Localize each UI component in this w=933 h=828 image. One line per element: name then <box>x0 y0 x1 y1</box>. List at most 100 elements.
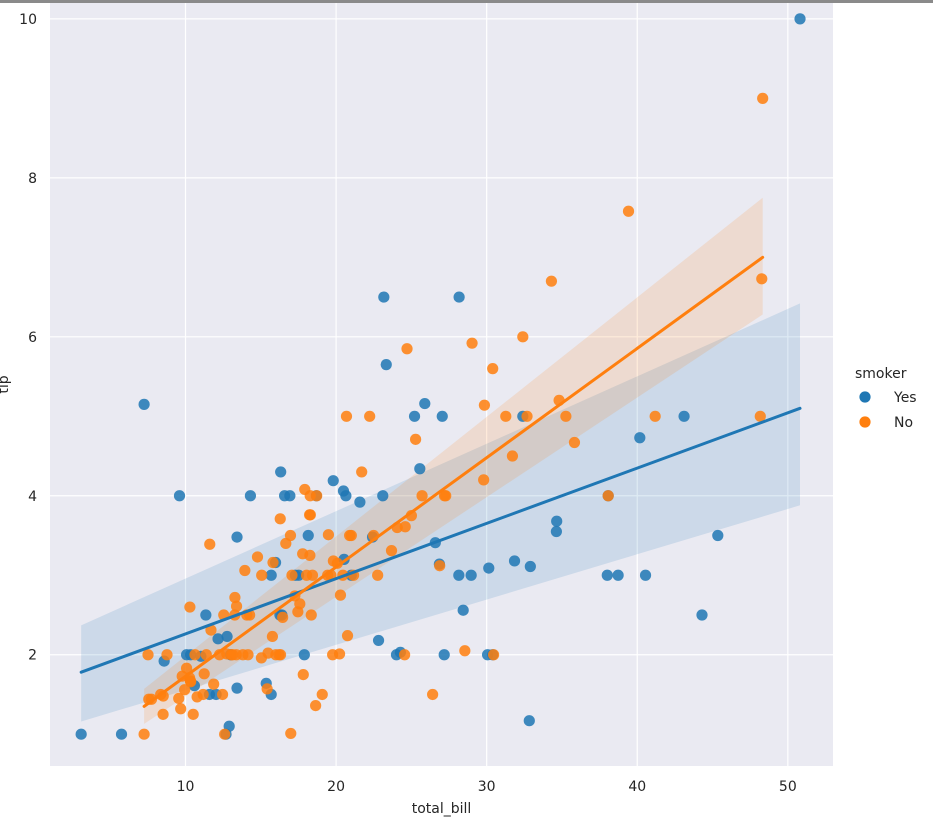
point-no <box>487 649 500 661</box>
point-no <box>267 556 279 569</box>
point-no <box>261 683 273 695</box>
point-no <box>242 649 254 661</box>
point-yes <box>354 496 366 508</box>
point-no <box>478 474 490 486</box>
point-yes <box>265 569 277 581</box>
point-no <box>322 529 335 541</box>
point-yes <box>298 649 310 661</box>
point-no <box>285 727 297 740</box>
point-yes <box>696 609 708 621</box>
y-axis-label: tip <box>0 375 12 393</box>
point-yes <box>453 569 465 581</box>
point-yes <box>712 529 724 542</box>
point-no <box>138 728 150 740</box>
point-yes <box>380 359 392 371</box>
point-yes <box>284 490 296 502</box>
point-yes <box>524 560 536 573</box>
point-no <box>440 490 452 502</box>
regression-line-yes <box>79 406 802 674</box>
point-no <box>189 649 201 661</box>
point-no <box>219 728 231 740</box>
point-no <box>205 624 217 636</box>
legend-title: smoker <box>855 366 907 382</box>
point-no <box>517 331 529 343</box>
point-no <box>401 343 413 355</box>
point-no <box>304 509 316 521</box>
point-no <box>602 490 614 502</box>
point-yes <box>457 604 469 616</box>
point-no <box>184 601 196 613</box>
x-tick-label: 20 <box>327 779 345 795</box>
point-no <box>410 433 422 445</box>
point-yes <box>601 569 613 581</box>
legend-label-no: No <box>894 415 913 431</box>
point-no <box>756 273 768 285</box>
x-tick-label: 30 <box>478 779 496 795</box>
point-no <box>304 549 316 561</box>
point-yes <box>173 490 186 502</box>
point-yes <box>634 432 646 444</box>
point-no <box>185 676 197 688</box>
legend-marker-no <box>859 416 871 428</box>
point-no <box>622 205 635 217</box>
point-yes <box>523 715 535 727</box>
point-no <box>157 708 169 720</box>
legend-marker-yes <box>859 391 871 403</box>
point-yes <box>438 649 450 661</box>
point-yes <box>436 410 448 422</box>
point-no <box>294 598 306 610</box>
point-no <box>173 692 185 705</box>
point-no <box>364 410 376 422</box>
point-yes <box>377 490 389 502</box>
point-no <box>198 668 210 680</box>
regression-line-no <box>142 255 765 708</box>
point-yes <box>138 398 150 410</box>
point-no <box>208 678 220 690</box>
point-no <box>161 649 173 661</box>
point-no <box>385 545 398 557</box>
point-yes <box>115 728 128 740</box>
point-no <box>399 521 411 533</box>
point-yes <box>302 529 314 542</box>
point-no <box>180 662 193 674</box>
point-yes <box>678 410 690 422</box>
y-tick-label: 4 <box>28 489 37 505</box>
point-no <box>331 557 343 569</box>
point-yes <box>483 562 495 574</box>
point-no <box>459 645 471 657</box>
point-yes <box>327 475 339 487</box>
point-no <box>372 569 384 581</box>
point-yes <box>221 630 233 643</box>
x-tick-label: 50 <box>779 779 797 795</box>
point-no <box>297 668 309 681</box>
point-yes <box>508 555 521 567</box>
tick-labels: 10 20 30 40 50 2 4 6 8 10 <box>19 12 797 795</box>
point-yes <box>551 515 563 527</box>
point-no <box>754 410 766 422</box>
point-no <box>521 410 533 422</box>
point-no <box>416 490 428 502</box>
point-yes <box>75 728 87 740</box>
point-no <box>204 538 216 550</box>
point-no <box>230 600 243 612</box>
point-no <box>310 699 322 712</box>
point-no <box>434 560 446 572</box>
point-no <box>649 410 661 422</box>
point-no <box>341 630 354 642</box>
point-no <box>560 410 572 422</box>
point-no <box>175 703 187 715</box>
point-no <box>256 569 268 581</box>
point-no <box>345 529 357 542</box>
point-no <box>427 688 439 701</box>
y-tick-label: 8 <box>28 171 37 187</box>
point-yes <box>794 13 806 25</box>
point-yes <box>340 490 352 502</box>
point-no <box>466 337 478 349</box>
plot-background <box>50 3 833 766</box>
point-no <box>757 92 769 104</box>
point-yes <box>200 609 212 621</box>
x-axis-label: total_bill <box>412 801 472 817</box>
regression-lines <box>79 255 802 708</box>
y-tick-label: 6 <box>28 330 37 346</box>
